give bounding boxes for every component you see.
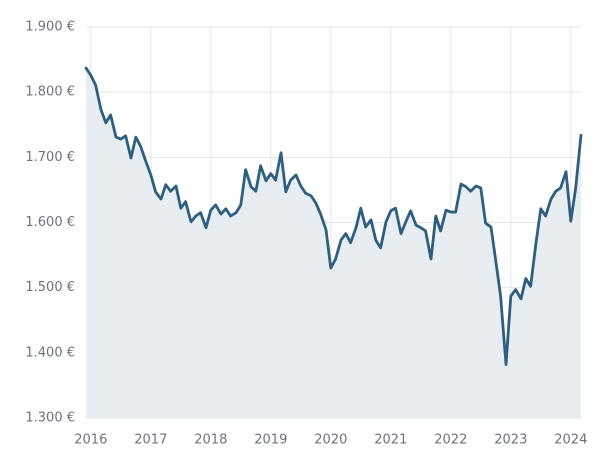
- line: [84, 66, 583, 366]
- y-tick-label: 1.300 €: [25, 411, 75, 426]
- x-tick-label: 2021: [374, 433, 407, 448]
- y-tick-label: 1.600 €: [25, 215, 75, 230]
- x-tick-label: 2016: [74, 433, 107, 448]
- x-tick-label: 2023: [494, 433, 527, 448]
- x-tick-label: 2020: [314, 433, 347, 448]
- x-tick-label: 2019: [254, 433, 287, 448]
- y-tick-label: 1.800 €: [25, 85, 75, 100]
- x-tick-label: 2024: [554, 433, 587, 448]
- x-tick-label: 2018: [194, 433, 227, 448]
- area: [86, 68, 581, 418]
- y-tick-label: 1.900 €: [25, 20, 75, 35]
- x-tick-label: 2017: [134, 433, 167, 448]
- y-tick-label: 1.500 €: [25, 280, 75, 295]
- y-tick-label: 1.700 €: [25, 150, 75, 165]
- y-tick-label: 1.400 €: [25, 345, 75, 360]
- x-tick-label: 2022: [434, 433, 467, 448]
